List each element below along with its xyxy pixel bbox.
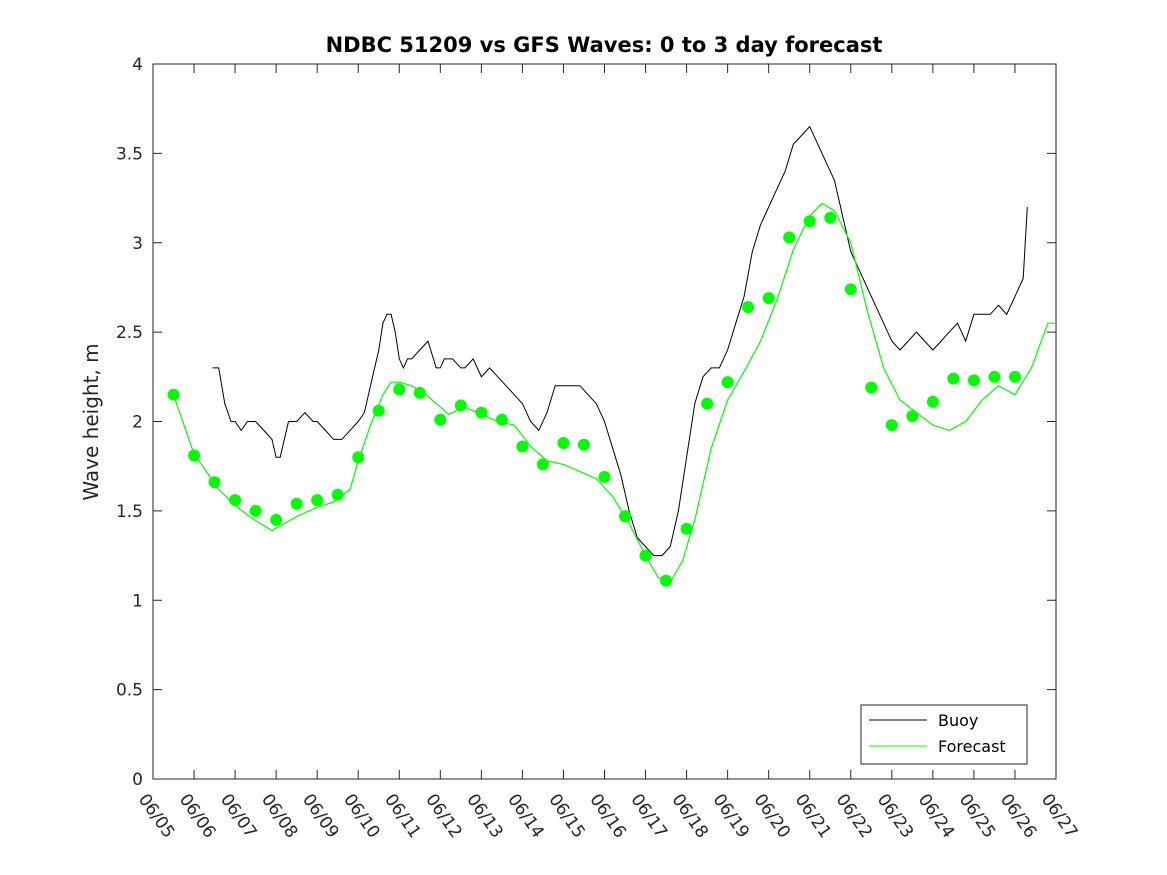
legend-label-forecast: Forecast — [938, 737, 1006, 756]
forecast-point — [413, 386, 426, 399]
forecast-point — [865, 381, 878, 394]
forecast-series-line — [172, 202, 1056, 584]
y-axis-label: Wave height, m — [79, 343, 103, 500]
forecast-point — [536, 458, 549, 471]
forecast-point — [885, 419, 898, 432]
forecast-point — [1008, 370, 1021, 383]
forecast-point — [577, 438, 590, 451]
forecast-point — [660, 574, 673, 587]
forecast-point — [947, 372, 960, 385]
forecast-point — [434, 413, 447, 426]
legend-box — [860, 704, 1028, 765]
x-tick-label: 06/08 — [257, 790, 301, 842]
x-tick-label: 06/06 — [175, 790, 219, 842]
forecast-point — [701, 397, 714, 410]
forecast-point — [762, 292, 775, 305]
x-tick-label: 06/10 — [339, 790, 383, 842]
forecast-point — [783, 231, 796, 244]
forecast-point — [742, 301, 755, 314]
forecast-point — [454, 399, 467, 412]
y-tick-label: 0 — [132, 770, 143, 790]
forecast-point — [926, 395, 939, 408]
x-tick-label: 06/09 — [298, 790, 342, 842]
forecast-point — [393, 383, 406, 396]
x-tick-label: 06/13 — [462, 790, 506, 842]
plot-area — [152, 63, 1057, 780]
forecast-point — [270, 513, 283, 526]
y-tick-label: 1.5 — [116, 502, 143, 522]
forecast-point — [639, 549, 652, 562]
forecast-point — [516, 440, 529, 453]
buoy-series-line — [212, 125, 1028, 557]
x-tick-label: 06/25 — [955, 790, 999, 842]
y-tick-label: 0.5 — [116, 681, 143, 701]
forecast-point — [557, 436, 570, 449]
forecast-point — [495, 413, 508, 426]
x-tick-label: 06/18 — [667, 790, 711, 842]
y-tick-label: 1 — [132, 591, 143, 611]
x-tick-label: 06/19 — [709, 790, 753, 842]
forecast-point — [824, 211, 837, 224]
forecast-point — [906, 410, 919, 423]
forecast-point — [167, 388, 180, 401]
forecast-point — [208, 476, 221, 489]
forecast-point — [598, 470, 611, 483]
y-tick-label: 2 — [132, 413, 143, 433]
chart-title: NDBC 51209 vs GFS Waves: 0 to 3 day fore… — [326, 33, 883, 57]
forecast-point — [844, 283, 857, 296]
x-tick-label: 06/15 — [544, 790, 588, 842]
x-tick-label: 06/05 — [134, 790, 178, 842]
forecast-point — [967, 374, 980, 387]
x-tick-label: 06/14 — [503, 790, 547, 842]
x-tick-label: 06/22 — [832, 790, 876, 842]
x-tick-label: 06/07 — [216, 790, 260, 842]
x-tick-label: 06/12 — [421, 790, 465, 842]
forecast-point — [229, 494, 242, 507]
y-tick-label: 3 — [132, 234, 143, 254]
forecast-point — [475, 406, 488, 419]
x-tick-label: 06/11 — [380, 790, 424, 842]
y-tick-label: 4 — [132, 55, 143, 75]
forecast-point — [619, 510, 632, 523]
x-tick-label: 06/24 — [914, 790, 958, 842]
forecast-point — [721, 376, 734, 389]
x-tick-label: 06/20 — [750, 790, 794, 842]
forecast-point — [680, 522, 693, 535]
forecast-point — [290, 497, 303, 510]
x-tick-label: 06/16 — [585, 790, 629, 842]
forecast-point — [988, 370, 1001, 383]
forecast-point — [188, 449, 201, 462]
legend-label-buoy: Buoy — [938, 711, 978, 730]
y-axis-ticks: 0 0.5 1 1.5 2 2.5 3 3.5 4 — [116, 55, 1056, 790]
forecast-point — [331, 488, 344, 501]
y-tick-label: 3.5 — [116, 144, 143, 164]
forecast-point — [249, 504, 262, 517]
x-tick-label: 06/23 — [873, 790, 917, 842]
y-tick-label: 2.5 — [116, 323, 143, 343]
x-tick-label: 06/21 — [791, 790, 835, 842]
forecast-point — [803, 215, 816, 228]
x-tick-label: 06/27 — [1037, 790, 1081, 842]
forecast-point — [311, 494, 324, 507]
x-tick-label: 06/17 — [626, 790, 670, 842]
forecast-point — [352, 451, 365, 464]
forecast-point — [372, 404, 385, 417]
legend: Buoy Forecast — [860, 704, 1028, 765]
x-tick-label: 06/26 — [996, 790, 1040, 842]
